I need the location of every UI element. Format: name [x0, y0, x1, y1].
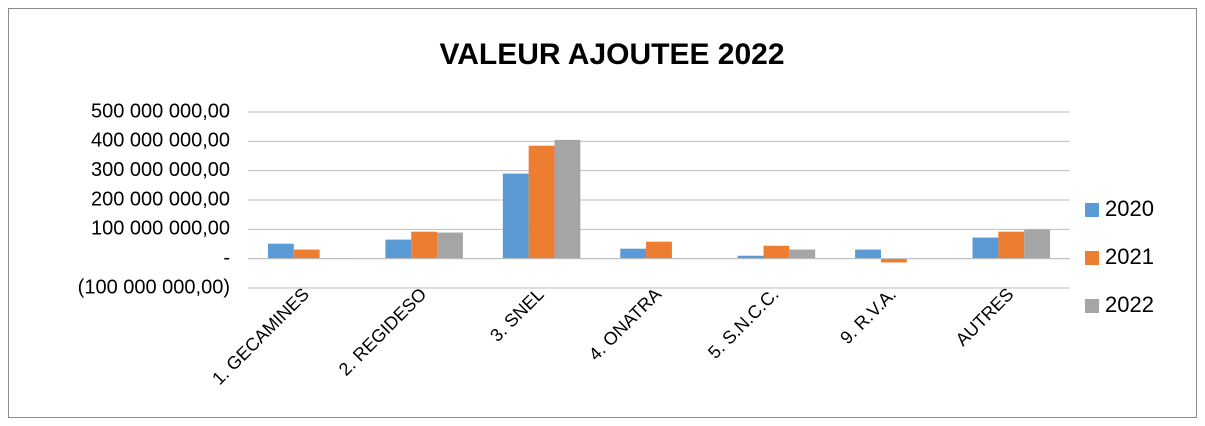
legend-label: 2021 [1105, 244, 1154, 269]
y-tick-label: 100 000 000,00 [91, 218, 230, 240]
y-tick-label: 400 000 000,00 [91, 130, 230, 152]
bar [411, 231, 438, 259]
bar [646, 241, 672, 259]
legend-swatch [1085, 299, 1099, 313]
legend-label: 2020 [1105, 196, 1154, 221]
legend-swatch [1085, 251, 1099, 265]
legend-swatch [1085, 203, 1099, 217]
chart-border [8, 8, 1197, 418]
bar [972, 237, 999, 259]
chart-title: VALEUR AJOUTEE 2022 [439, 38, 784, 71]
bar [737, 255, 764, 259]
y-tick-label: 200 000 000,00 [91, 188, 230, 210]
bar [293, 249, 320, 259]
bar [998, 231, 1025, 259]
y-tick-label: (100 000 000,00) [78, 276, 230, 298]
bar [502, 173, 529, 259]
bar [620, 248, 647, 259]
bar [1024, 229, 1051, 259]
y-tick-label: 300 000 000,00 [91, 159, 230, 181]
y-tick-label: - [223, 247, 230, 269]
bar [763, 245, 790, 259]
bar [385, 239, 412, 259]
bar [880, 258, 907, 263]
bar [855, 249, 881, 259]
bar [789, 249, 816, 259]
bar [437, 232, 463, 259]
bar [528, 145, 555, 259]
legend-label: 2022 [1105, 292, 1154, 317]
y-tick-label: 500 000 000,00 [91, 100, 230, 122]
bar [554, 139, 581, 259]
bar [267, 243, 294, 259]
